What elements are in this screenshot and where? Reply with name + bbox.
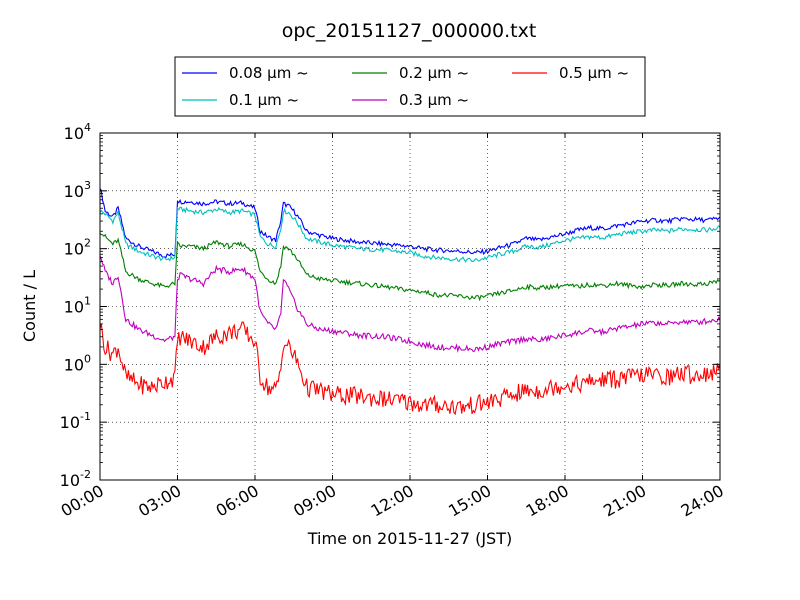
legend-label-4: 0.5 μm ~ xyxy=(559,64,629,82)
legend-label-2: 0.2 μm ~ xyxy=(399,64,469,82)
y-axis-label: Count / L xyxy=(20,270,39,342)
series-line-3 xyxy=(100,255,720,353)
legend-items: 0.08 μm ~ 0.1 μm ~ 0.2 μm ~ 0.3 μm ~ 0.5 μm … xyxy=(182,64,629,109)
series-line-2 xyxy=(100,232,720,302)
grid xyxy=(100,133,720,480)
y-tick-label: 102 xyxy=(64,237,91,259)
series-line-4 xyxy=(100,321,720,416)
series-layer xyxy=(100,188,720,416)
y-tick-label: 101 xyxy=(64,295,91,317)
chart-title: opc_20151127_000000.txt xyxy=(282,20,537,42)
y-tick-labels: 10-2 10-1 100 101 102 103 104 xyxy=(60,121,91,490)
legend-label-1: 0.1 μm ~ xyxy=(229,91,299,109)
y-tick-label: 100 xyxy=(64,352,91,374)
legend-label-3: 0.3 μm ~ xyxy=(399,91,469,109)
legend-frame xyxy=(174,56,646,117)
series-line-1 xyxy=(100,206,720,263)
series-line-0 xyxy=(100,188,720,259)
y-tick-label: 10-2 xyxy=(60,468,91,490)
legend-label-0: 0.08 μm ~ xyxy=(229,64,309,82)
x-axis-label: Time on 2015-11-27 (JST) xyxy=(307,529,512,548)
y-tick-label: 104 xyxy=(64,121,91,143)
legend: 0.08 μm ~ 0.1 μm ~ 0.2 μm ~ 0.3 μm ~ 0.5 μm … xyxy=(174,56,646,117)
y-tick-label: 10-1 xyxy=(60,410,91,432)
y-tick-label: 103 xyxy=(64,179,91,201)
ticks xyxy=(99,132,721,481)
